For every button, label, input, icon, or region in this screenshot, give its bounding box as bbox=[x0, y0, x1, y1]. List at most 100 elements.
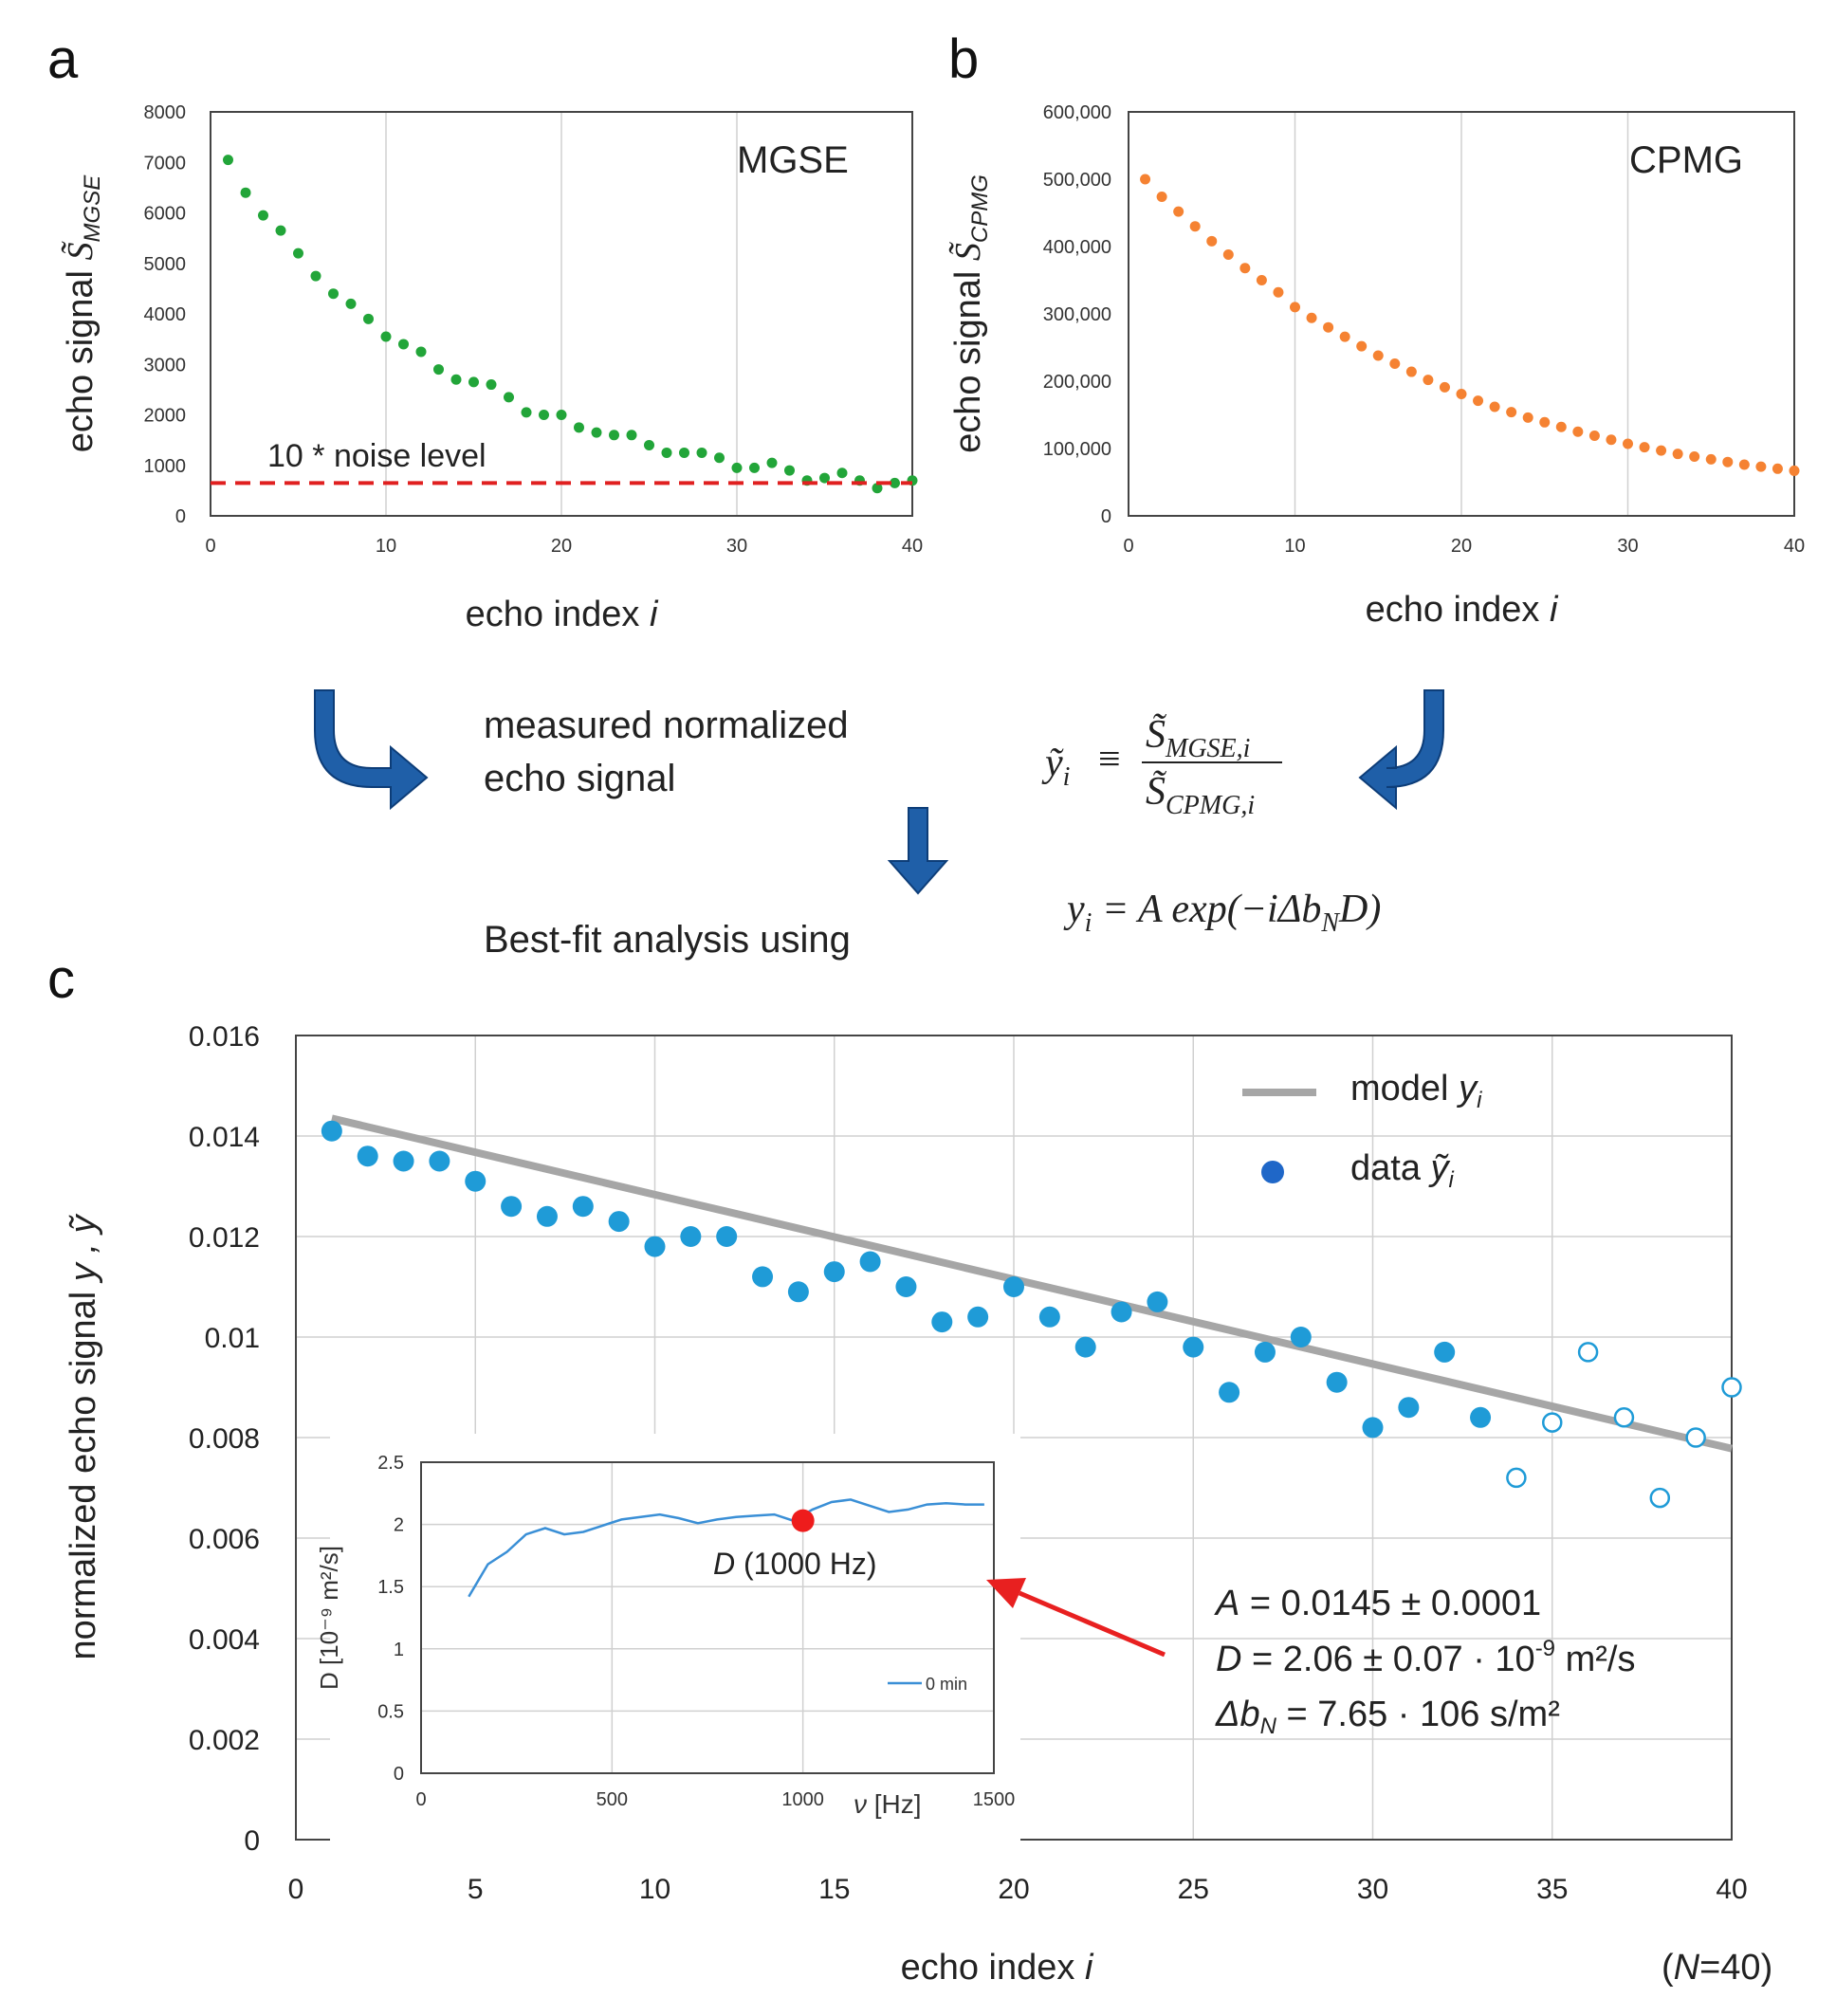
data-point bbox=[572, 1196, 594, 1218]
data-point bbox=[521, 407, 532, 418]
x-axis-label: echo index i bbox=[1366, 590, 1559, 630]
down-arrow-icon bbox=[887, 807, 949, 895]
data-point bbox=[1206, 235, 1218, 247]
data-point bbox=[1522, 412, 1533, 423]
data-point bbox=[450, 374, 462, 385]
data-point bbox=[1639, 442, 1650, 453]
data-point bbox=[321, 1120, 342, 1142]
data-point bbox=[1254, 1341, 1276, 1363]
x-tick-label: 35 bbox=[1536, 1874, 1568, 1905]
excluded-data-point bbox=[1542, 1412, 1563, 1433]
data-point bbox=[363, 313, 374, 324]
eq1-den-sub: CPMG,i bbox=[1166, 791, 1255, 820]
data-point bbox=[433, 364, 444, 376]
data-point bbox=[680, 1226, 702, 1247]
y-tick-label: 0.006 bbox=[189, 1524, 260, 1555]
eq1-lhs: ỹ bbox=[1041, 742, 1064, 785]
y-tick-label: 5000 bbox=[144, 254, 187, 275]
y-tick-label: 2.5 bbox=[377, 1453, 404, 1474]
data-point bbox=[890, 477, 900, 488]
inset-background bbox=[330, 1434, 1020, 1849]
data-point bbox=[1656, 445, 1667, 456]
data-point bbox=[1389, 358, 1401, 370]
eq1-rel: ≡ bbox=[1098, 738, 1121, 781]
data-point bbox=[661, 447, 672, 458]
measured-label-line1: measured normalized bbox=[484, 705, 849, 746]
data-point bbox=[1405, 366, 1417, 377]
data-point bbox=[644, 1236, 666, 1257]
x-tick-label: 40 bbox=[902, 536, 923, 557]
data-point bbox=[731, 462, 743, 473]
data-point bbox=[556, 410, 567, 420]
data-point bbox=[1772, 463, 1783, 474]
curved-arrow-left-icon bbox=[314, 689, 429, 811]
x-tick-label: 20 bbox=[1451, 536, 1472, 557]
highlight-point bbox=[791, 1509, 815, 1532]
svg-text:ỹi: ỹi bbox=[1041, 742, 1070, 792]
y-tick-label: 0.01 bbox=[205, 1323, 260, 1354]
equation-normalized: ỹi ≡ S̃MGSE,i S̃CPMG,i bbox=[1041, 713, 1282, 820]
data-point bbox=[1222, 249, 1234, 261]
data-point bbox=[1588, 431, 1600, 442]
data-point bbox=[752, 1266, 774, 1288]
y-tick-label: 0.002 bbox=[189, 1725, 260, 1756]
data-point bbox=[1539, 416, 1551, 428]
plot-frame bbox=[210, 111, 913, 517]
y-tick-label: 0.014 bbox=[189, 1122, 260, 1153]
data-point bbox=[415, 346, 427, 357]
data-point bbox=[1140, 174, 1151, 185]
sample-count-note: (N=40) bbox=[1662, 1948, 1772, 1988]
data-point bbox=[501, 1196, 523, 1218]
x-tick-label: 1000 bbox=[781, 1789, 824, 1810]
flow-section: measured normalized echo signal Best-fit… bbox=[314, 689, 1444, 961]
data-point bbox=[1689, 451, 1700, 463]
y-tick-label: 100,000 bbox=[1043, 439, 1111, 460]
chart-title: MGSE bbox=[737, 139, 849, 181]
data-point bbox=[626, 430, 637, 441]
y-tick-label: 1 bbox=[394, 1640, 404, 1660]
y-tick-label: 7000 bbox=[144, 153, 187, 174]
data-point bbox=[223, 155, 233, 166]
y-tick-label: 3000 bbox=[144, 355, 187, 376]
y-axis-label: echo signal S̃MGSE bbox=[61, 174, 105, 452]
eq1-lhs-sub: i bbox=[1063, 762, 1071, 792]
data-point bbox=[1473, 395, 1484, 407]
data-point bbox=[1339, 331, 1350, 342]
y-tick-label: 1.5 bbox=[377, 1577, 404, 1598]
y-tick-label: 1000 bbox=[144, 456, 187, 477]
data-point bbox=[536, 1205, 558, 1227]
fit-param-a: A = 0.0145 ± 0.0001 bbox=[1214, 1584, 1541, 1623]
excluded-data-point bbox=[1506, 1467, 1527, 1489]
data-point bbox=[1722, 456, 1734, 467]
data-point bbox=[1038, 1306, 1060, 1328]
data-point bbox=[1074, 1336, 1096, 1358]
chart-mgse: 0 10 20 30 40 0 1000 2000 3000 4000 5000 6000 7000 80… bbox=[61, 102, 923, 634]
y-tick-label: 2 bbox=[394, 1515, 404, 1536]
data-point bbox=[1323, 321, 1334, 333]
data-point bbox=[1623, 438, 1633, 449]
data-point bbox=[310, 270, 321, 282]
excluded-data-point bbox=[1649, 1487, 1671, 1509]
data-point bbox=[539, 410, 549, 420]
data-point bbox=[468, 376, 479, 388]
data-point bbox=[429, 1150, 450, 1172]
x-tick-label: 30 bbox=[1357, 1874, 1388, 1905]
data-point bbox=[398, 339, 409, 350]
x-tick-label: 0 bbox=[1123, 536, 1133, 557]
data-point bbox=[766, 457, 778, 468]
x-tick-label: 40 bbox=[1784, 536, 1805, 557]
data-point bbox=[293, 247, 303, 259]
data-point bbox=[1506, 407, 1517, 418]
data-point bbox=[591, 427, 602, 438]
data-point bbox=[486, 379, 497, 391]
data-point bbox=[1439, 381, 1450, 393]
excluded-data-point bbox=[1685, 1427, 1706, 1448]
y-axis-label: normalized echo signal y , ỹ bbox=[64, 1214, 103, 1660]
chart-title: CPMG bbox=[1629, 139, 1743, 181]
data-point bbox=[836, 467, 848, 479]
data-point bbox=[1183, 1336, 1204, 1358]
x-tick-label: 0 bbox=[288, 1874, 304, 1905]
panel-label-b: b bbox=[948, 28, 979, 90]
data-point bbox=[1789, 465, 1800, 476]
